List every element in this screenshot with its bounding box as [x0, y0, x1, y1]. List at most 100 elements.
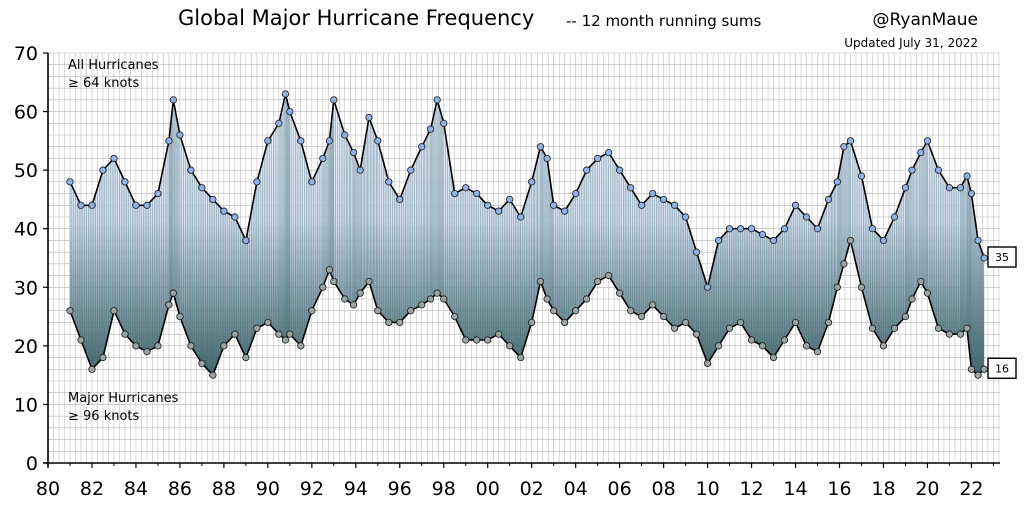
major-hurricanes-point — [418, 301, 426, 309]
all-hurricanes-point — [396, 195, 404, 204]
all-hurricanes-point — [963, 172, 971, 180]
major-hurricanes-point — [176, 312, 184, 321]
all-hurricanes-point — [824, 195, 833, 204]
major-hurricanes-point — [253, 324, 261, 332]
end-value-boxes: 35 16 — [987, 246, 1017, 379]
major-hurricanes-point — [543, 295, 551, 303]
major-hurricanes-point — [868, 324, 877, 332]
major-hurricanes-point — [583, 295, 591, 303]
all-hurricanes-point — [169, 96, 177, 104]
major-hurricanes-point — [923, 289, 932, 297]
all-hurricanes-point — [956, 184, 965, 192]
all-hurricanes-point — [908, 166, 916, 174]
all-hurricanes-point — [356, 166, 364, 174]
major-hurricanes-point — [99, 353, 107, 362]
major-hurricanes-point — [736, 318, 745, 327]
all-hurricanes-point — [692, 248, 701, 256]
all-hurricanes-point — [879, 236, 888, 245]
major-hurricanes-point — [308, 307, 316, 315]
major-hurricanes-point — [627, 307, 635, 315]
all-hurricanes-point — [281, 90, 290, 98]
all-hurricanes-point — [341, 131, 349, 139]
x-tick-label: 80 — [36, 478, 60, 500]
major-hurricanes-point — [967, 365, 976, 373]
all-hurricanes-point — [275, 119, 283, 127]
all-hurricanes-point — [374, 137, 382, 145]
end-box-all — [987, 246, 1017, 268]
y-tick-label: 60 — [14, 102, 38, 124]
major-hurricanes-point — [725, 324, 734, 332]
all-hurricanes-point — [967, 189, 976, 198]
all-hurricanes-point — [868, 225, 877, 233]
x-tick-label: 20 — [915, 478, 939, 500]
all-hurricanes-line — [69, 93, 985, 291]
major-hurricanes-label: Major Hurricanes ≥ 96 knots — [68, 390, 178, 426]
chart-subtitle: -- 12 month running sums — [566, 12, 762, 30]
major-hurricanes-line — [69, 240, 985, 377]
major-hurricanes-point — [220, 342, 228, 350]
major-hurricanes-point — [121, 330, 129, 338]
major-hurricanes-point — [934, 324, 943, 332]
all-hurricanes-point — [890, 213, 899, 221]
all-hurricanes-point — [209, 195, 217, 204]
all-hurricanes-point — [681, 213, 690, 221]
major-hurricanes-point — [813, 348, 822, 356]
major-hurricanes-point — [341, 295, 349, 303]
all-hurricanes-point — [616, 166, 624, 174]
all-hurricanes-point — [627, 184, 635, 192]
major-hurricanes-point — [857, 283, 866, 291]
x-tick-label: 86 — [168, 478, 192, 500]
x-tick-label: 82 — [80, 478, 104, 500]
major-hurricanes-point — [365, 277, 373, 286]
major-hurricanes-point — [616, 289, 624, 297]
all-hurricanes-point — [407, 166, 415, 174]
y-tick-label: 10 — [14, 394, 38, 416]
all-hurricanes-point — [198, 184, 206, 192]
major-hurricanes-point — [77, 336, 85, 344]
all-hurricanes-point — [974, 236, 982, 245]
major-hurricanes-point — [426, 295, 435, 303]
all-hurricanes-point — [66, 178, 74, 186]
author-handle: @RyanMaue — [872, 10, 978, 30]
all-hurricanes-point — [242, 236, 250, 245]
x-tick-label: 02 — [520, 478, 544, 500]
all-hurricanes-point — [462, 184, 470, 192]
major-hurricanes-point — [945, 330, 954, 338]
major-hurricanes-point — [325, 266, 334, 274]
major-hurricanes-point — [88, 365, 96, 373]
all-hurricanes-point — [857, 172, 866, 180]
all-hurricanes-point — [154, 189, 162, 198]
major-hurricanes-point — [297, 342, 305, 350]
all-hurricanes-point — [253, 178, 261, 186]
major-hurricanes-point — [980, 365, 988, 373]
chart-title: Global Major Hurricane Frequency — [178, 6, 535, 30]
all-hurricanes-point — [649, 189, 657, 198]
all-hurricanes-point — [703, 283, 712, 291]
all-hurricanes-point — [495, 207, 503, 215]
all-hurricanes-point — [99, 166, 107, 174]
major-hurricanes-point — [231, 330, 239, 338]
range-area — [70, 94, 985, 376]
y-tick-label: 30 — [14, 277, 38, 299]
all-hurricanes-point — [528, 178, 536, 186]
major-hurricanes-point — [198, 359, 206, 368]
all-hurricanes-label-line1: All Hurricanes — [68, 58, 159, 73]
major-hurricanes-point — [671, 324, 679, 332]
end-box-major — [987, 357, 1017, 379]
all-hurricanes-point — [385, 178, 393, 186]
x-tick-label: 22 — [959, 478, 983, 500]
series-lines — [66, 90, 988, 379]
major-hurricanes-point — [385, 318, 393, 327]
major-hurricanes-point — [963, 324, 971, 332]
major-hurricanes-point — [605, 271, 613, 280]
all-hurricanes-point — [121, 178, 129, 186]
all-hurricanes-point — [440, 119, 448, 127]
major-hurricanes-point — [824, 318, 833, 327]
all-hurricanes-point — [231, 213, 239, 221]
major-hurricanes-point — [209, 371, 217, 379]
all-hurricanes-point — [517, 213, 525, 221]
major-hurricanes-point — [66, 307, 74, 315]
x-tick-label: 04 — [564, 478, 588, 500]
all-hurricanes-point — [945, 184, 954, 192]
